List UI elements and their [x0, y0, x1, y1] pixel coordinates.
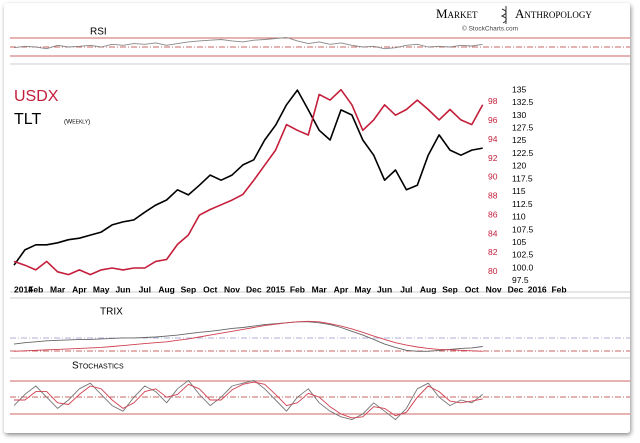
series-line: [13, 379, 483, 421]
y-tick-label: 105: [512, 237, 526, 247]
logo-icon: [500, 6, 507, 24]
x-tick-label: Jul: [139, 284, 151, 294]
logo-word: Anthropology: [515, 6, 592, 21]
x-tick-label: 2015: [266, 284, 285, 294]
series-line: [13, 320, 483, 352]
x-tick-label: Feb: [290, 284, 305, 294]
x-tick-label: May: [355, 284, 372, 294]
y2-tick-label: 94: [488, 134, 498, 144]
x-tick-label: Feb: [551, 284, 566, 294]
y2-tick-label: 82: [488, 247, 498, 257]
x-tick-label: Oct: [203, 284, 217, 294]
x-tick-label: Aug: [420, 284, 437, 294]
y2-tick-label: 92: [488, 153, 498, 163]
x-tick-label: Jun: [115, 284, 130, 294]
series-line: [13, 37, 483, 50]
y-tick-label: 120: [512, 161, 526, 171]
panel-label: TRIX: [100, 307, 123, 318]
x-tick-label: May: [93, 284, 110, 294]
x-tick-label: Dec: [246, 284, 262, 294]
panel-label: Stochastics: [72, 361, 124, 372]
x-tick-label: Dec: [508, 284, 524, 294]
series-line: [13, 89, 483, 266]
panel-label: RSI: [90, 27, 107, 38]
x-tick-label: Sep: [181, 284, 197, 294]
x-tick-label: Mar: [50, 284, 66, 294]
series-line: [13, 321, 483, 352]
y-tick-label: 110: [512, 212, 526, 222]
y-tick-label: 132.5: [512, 97, 534, 107]
series-line: [14, 381, 483, 419]
y-tick-label: 117.5: [512, 173, 533, 183]
y2-tick-label: 96: [488, 115, 498, 125]
y-tick-label: 100.0: [512, 262, 534, 272]
x-tick-label: Jul: [400, 284, 412, 294]
y-tick-label: 115: [512, 186, 526, 196]
y-tick-label: 127.5: [512, 123, 534, 133]
x-tick-label: Feb: [28, 284, 43, 294]
logo-word: Market: [436, 6, 478, 21]
y-tick-label: 107.5: [512, 224, 534, 234]
y2-tick-label: 80: [488, 266, 498, 276]
x-tick-label: Apr: [334, 284, 349, 294]
y2-tick-label: 98: [488, 96, 498, 106]
y2-tick-label: 90: [488, 172, 498, 182]
y2-tick-label: 88: [488, 191, 498, 201]
x-tick-label: 2014: [14, 284, 33, 294]
x-tick-label: Nov: [486, 284, 502, 294]
y2-tick-label: 84: [488, 228, 498, 238]
series-line: [13, 88, 484, 276]
logo-credit: © StockCharts.com: [462, 25, 518, 33]
x-tick-label: Jun: [377, 284, 392, 294]
y-tick-label: 102.5: [512, 250, 534, 260]
y-tick-label: 122.5: [512, 148, 534, 158]
annotation: (Weekly): [64, 119, 90, 126]
legend-entry: USDX: [14, 88, 59, 105]
x-tick-label: 2016: [528, 284, 547, 294]
y-tick-label: 135: [512, 84, 526, 94]
y-tick-label: 112.5: [512, 199, 533, 209]
x-tick-label: Oct: [465, 284, 479, 294]
y2-tick-label: 86: [488, 209, 498, 219]
x-tick-label: Sep: [442, 284, 458, 294]
x-tick-label: Nov: [224, 284, 240, 294]
x-tick-label: Mar: [312, 284, 328, 294]
x-tick-label: Aug: [158, 284, 175, 294]
frame: [4, 3, 630, 433]
legend-entry: TLT: [14, 111, 41, 128]
panel-rules: [10, 63, 630, 359]
y-tick-label: 125: [512, 135, 526, 145]
x-tick-label: Apr: [72, 284, 87, 294]
y-tick-label: 130: [512, 110, 526, 120]
y-tick-label: 97.5: [512, 275, 529, 285]
